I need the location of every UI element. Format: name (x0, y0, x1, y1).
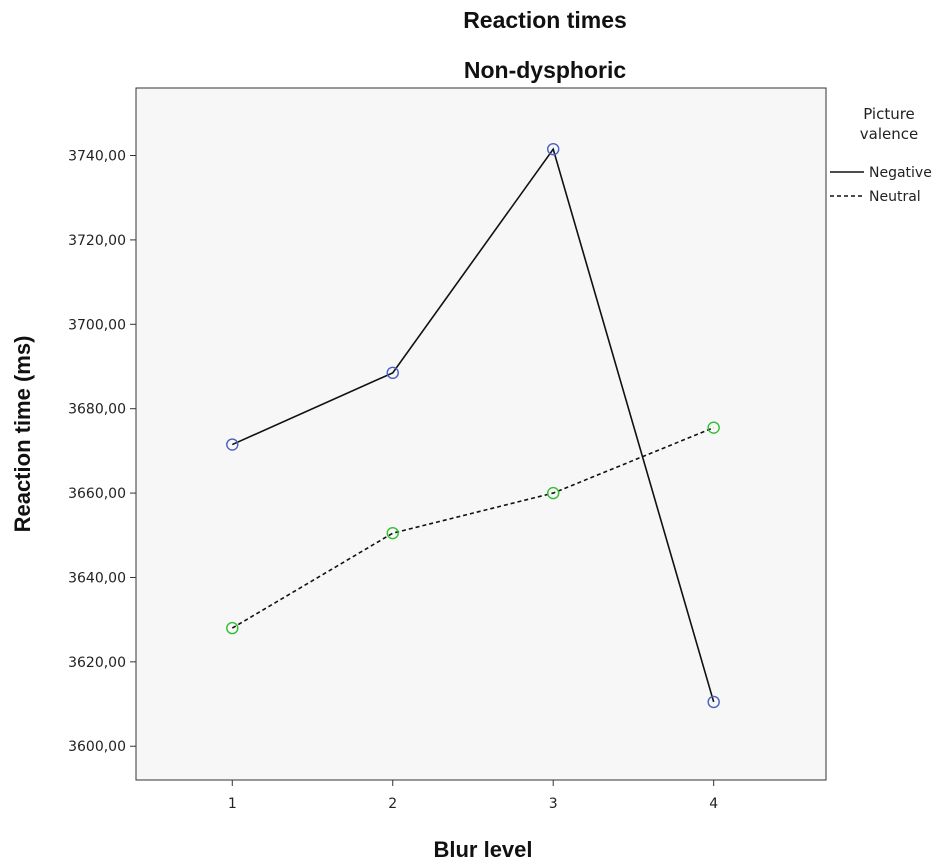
series-line-negative (231, 147, 715, 703)
y-tick-label: 3600,00 (68, 739, 126, 755)
y-tick-label: 3740,00 (68, 149, 126, 165)
legend: Picture valence Negative Neutral (830, 105, 932, 205)
plot-area (135, 87, 827, 781)
y-tick-label: 3660,00 (68, 486, 126, 502)
data-point-negative (386, 366, 399, 380)
legend-label-negative: Negative (869, 165, 932, 181)
chart-subtitle: Non-dysphoric (464, 57, 626, 83)
legend-title-line2: valence (860, 125, 918, 143)
x-axis-title: Blur level (433, 837, 532, 862)
data-point-negative (226, 438, 239, 451)
y-axis: 3600,00 3620,00 3640,00 3660,00 3680,00 3700,… (68, 149, 136, 755)
data-point-neutral (707, 421, 720, 434)
x-tick-label: 4 (709, 796, 718, 812)
data-point-negative (547, 142, 560, 156)
legend-title-line1: Picture (863, 105, 915, 123)
x-tick-label: 2 (388, 796, 397, 812)
y-tick-label: 3720,00 (68, 233, 126, 249)
y-axis-title: Reaction time (ms) (10, 336, 35, 533)
data-point-neutral (547, 486, 560, 500)
y-tick-label: 3640,00 (68, 570, 126, 586)
data-point-negative (707, 695, 720, 709)
series-layer (226, 142, 720, 709)
y-tick-label: 3620,00 (68, 655, 126, 671)
x-tick-label: 1 (228, 796, 237, 812)
legend-label-neutral: Neutral (869, 189, 921, 205)
y-tick-label: 3680,00 (68, 402, 126, 418)
x-axis: 1 2 3 4 (228, 780, 718, 812)
chart-title: Reaction times (463, 7, 627, 33)
data-point-neutral (226, 621, 239, 635)
legend-items: Negative Neutral (830, 165, 932, 205)
x-tick-label: 3 (549, 796, 558, 812)
y-tick-label: 3700,00 (68, 317, 126, 333)
series-line-neutral (231, 426, 714, 629)
data-point-neutral (386, 526, 399, 540)
